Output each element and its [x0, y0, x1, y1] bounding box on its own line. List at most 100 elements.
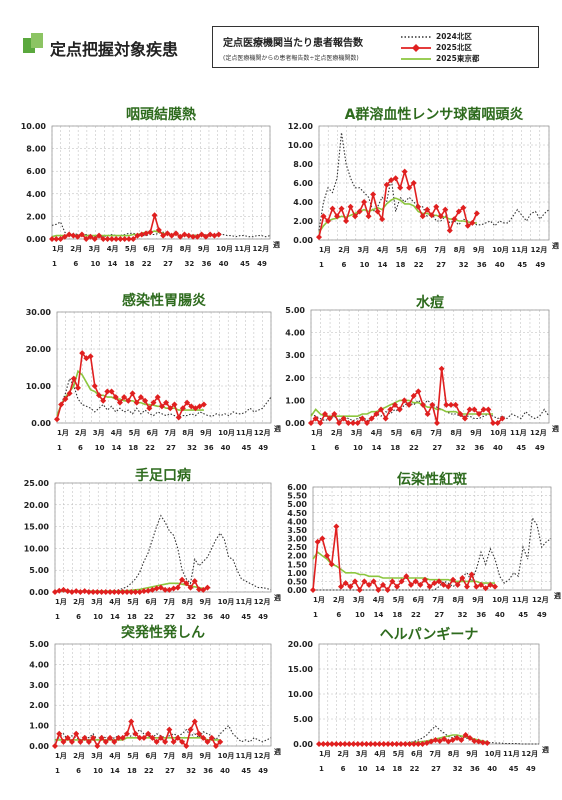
x-month-label: 8月 — [450, 429, 462, 437]
x-unit-label: 週 — [554, 591, 561, 600]
x-week-label: 18 — [390, 444, 400, 452]
y-tick-label: 4.50 — [287, 509, 307, 518]
y-tick-label: 10.00 — [26, 382, 52, 391]
x-month-label: 3月 — [357, 246, 369, 254]
x-week-label: 10 — [93, 767, 103, 775]
x-unit-label: 週 — [542, 745, 549, 754]
data-point-2025 — [385, 741, 392, 747]
data-point-2025 — [397, 741, 404, 747]
x-month-label: 2月 — [75, 429, 87, 437]
data-point-2025 — [366, 581, 372, 588]
data-point-2025 — [356, 208, 363, 215]
x-week-label: 10 — [358, 765, 368, 773]
x-month-label: 2月 — [73, 752, 85, 760]
x-month-label: 11月 — [236, 429, 253, 437]
x-month-label: 6月 — [145, 598, 157, 606]
data-point-2025 — [479, 739, 486, 746]
y-tick-label: 10.00 — [21, 122, 47, 131]
data-point-2025 — [316, 234, 322, 241]
data-point-2025 — [469, 219, 476, 226]
series-line-2025 — [54, 719, 221, 748]
data-point-2025 — [191, 578, 198, 585]
x-week-label: 27 — [166, 444, 176, 452]
x-month-label: 4月 — [371, 429, 383, 437]
x-week-label: 1 — [55, 613, 60, 621]
data-point-2025 — [417, 581, 424, 588]
x-week-label: 49 — [258, 613, 268, 621]
plot-frame — [54, 482, 272, 593]
data-point-2025 — [83, 236, 90, 242]
x-week-label: 6 — [334, 444, 339, 452]
data-point-2025 — [314, 538, 321, 545]
x-week-label: 27 — [165, 767, 175, 775]
data-point-2025 — [415, 388, 422, 395]
data-point-2025 — [462, 415, 468, 422]
diamond-line-icon — [401, 43, 431, 52]
x-month-label: 6月 — [143, 245, 155, 253]
data-point-2025 — [365, 213, 372, 220]
data-point-2025 — [128, 718, 135, 725]
data-point-2025 — [433, 203, 440, 210]
x-month-label: 2月 — [70, 245, 82, 253]
x-month-label: 9月 — [200, 429, 212, 437]
x-week-label: 18 — [127, 767, 137, 775]
x-month-label: 3月 — [88, 245, 100, 253]
data-point-2025 — [440, 581, 447, 588]
x-week-label: 32 — [456, 444, 466, 452]
x-week-label: 18 — [396, 261, 406, 269]
x-week-label: 6 — [76, 767, 81, 775]
data-point-2025 — [217, 738, 224, 745]
data-point-2025 — [104, 388, 111, 395]
x-month-label: 3月 — [351, 429, 363, 437]
x-month-label: 7月 — [161, 245, 173, 253]
data-point-2025 — [415, 203, 422, 210]
x-month-label: 1月 — [319, 750, 331, 758]
data-point-2025 — [361, 578, 368, 585]
data-point-2025 — [346, 741, 353, 747]
x-week-label: 14 — [375, 765, 385, 773]
x-month-label: 12月 — [531, 246, 548, 254]
data-point-2025 — [490, 420, 496, 426]
data-point-2025 — [164, 230, 171, 237]
data-point-2025 — [394, 583, 400, 590]
data-point-2025 — [125, 397, 132, 404]
data-point-2025 — [446, 227, 453, 234]
chart-svg: 0.00 5.00 10.00 15.00 20.00 25.00 1月 2月 3月 4月 5月 6月… — [24, 479, 281, 621]
data-point-2025 — [338, 583, 344, 590]
data-point-2025 — [125, 236, 132, 242]
data-point-2025 — [473, 583, 480, 590]
x-week-label: 1 — [57, 444, 62, 452]
data-point-2025 — [354, 741, 361, 747]
x-month-label: 10月 — [492, 596, 509, 604]
x-unit-label: 週 — [552, 424, 559, 433]
data-point-2025 — [310, 587, 316, 593]
x-month-label: 7月 — [434, 246, 446, 254]
chart-panel: A群溶血性レンサ球菌咽頭炎 0.00 2.00 4.00 6.00 8.00 10.00 12… — [281, 96, 562, 274]
x-week-label: 10 — [93, 613, 103, 621]
x-month-label: 5月 — [393, 750, 405, 758]
data-point-2025 — [450, 576, 456, 583]
data-point-2025 — [441, 736, 448, 742]
x-week-label: 45 — [518, 611, 528, 619]
data-point-2025 — [482, 585, 489, 592]
data-point-2025 — [90, 734, 97, 741]
x-week-label: 6 — [341, 765, 346, 773]
data-point-2025 — [401, 397, 408, 404]
data-point-2025 — [187, 726, 194, 733]
data-point-2025 — [177, 233, 184, 240]
x-week-label: 22 — [144, 767, 154, 775]
y-tick-label: 1.00 — [285, 396, 305, 405]
x-month-label: 6月 — [146, 429, 158, 437]
y-tick-label: 0.00 — [287, 586, 307, 595]
y-tick-label: 4.00 — [285, 329, 305, 338]
y-tick-label: 0.00 — [293, 236, 313, 245]
data-point-2025 — [325, 218, 332, 224]
chart-panel: ヘルパンギーナ 0.00 5.00 10.00 15.00 20.00 1月 2月 3月 4月 5月… — [281, 627, 562, 800]
data-point-2025 — [379, 216, 386, 223]
y-tick-label: 1.00 — [287, 569, 307, 578]
data-point-2025 — [183, 743, 190, 749]
data-point-2025 — [190, 233, 197, 240]
data-point-2025 — [52, 743, 58, 749]
x-month-label: 6月 — [413, 596, 425, 604]
series-line-2024 — [310, 399, 550, 422]
